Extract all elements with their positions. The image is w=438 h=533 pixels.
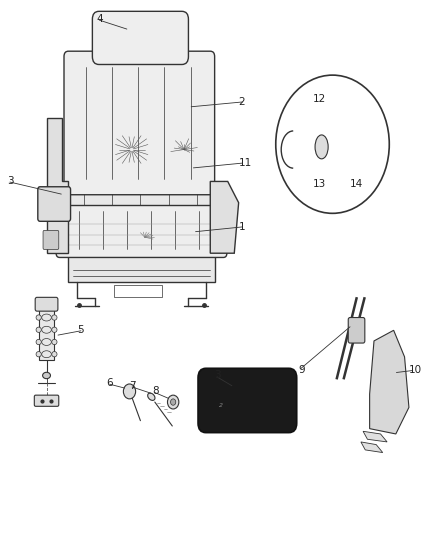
Ellipse shape bbox=[36, 327, 41, 333]
Ellipse shape bbox=[36, 340, 41, 345]
Text: 10: 10 bbox=[409, 365, 422, 375]
Polygon shape bbox=[370, 330, 409, 434]
Text: 12: 12 bbox=[313, 94, 326, 104]
Text: 1: 1 bbox=[239, 222, 245, 232]
Text: 13: 13 bbox=[313, 179, 326, 189]
Ellipse shape bbox=[36, 352, 41, 357]
FancyBboxPatch shape bbox=[64, 51, 215, 195]
Polygon shape bbox=[46, 118, 68, 253]
Text: 14: 14 bbox=[350, 179, 363, 189]
Polygon shape bbox=[339, 131, 376, 160]
Polygon shape bbox=[66, 189, 217, 205]
Polygon shape bbox=[39, 309, 54, 360]
Text: 5: 5 bbox=[77, 325, 84, 335]
FancyBboxPatch shape bbox=[348, 318, 365, 343]
Polygon shape bbox=[363, 431, 387, 442]
Text: 2: 2 bbox=[219, 403, 223, 408]
Polygon shape bbox=[210, 181, 239, 253]
FancyBboxPatch shape bbox=[198, 368, 297, 433]
Ellipse shape bbox=[42, 372, 50, 378]
Ellipse shape bbox=[315, 135, 328, 159]
FancyBboxPatch shape bbox=[38, 187, 71, 221]
Polygon shape bbox=[55, 205, 228, 253]
Text: 6: 6 bbox=[107, 378, 113, 389]
Text: 11: 11 bbox=[239, 158, 252, 168]
Text: 9: 9 bbox=[299, 365, 305, 375]
Text: 3: 3 bbox=[7, 176, 14, 187]
FancyBboxPatch shape bbox=[34, 395, 59, 406]
Circle shape bbox=[170, 399, 176, 405]
Ellipse shape bbox=[148, 393, 155, 400]
Circle shape bbox=[167, 395, 179, 409]
FancyBboxPatch shape bbox=[92, 11, 188, 64]
Text: 3: 3 bbox=[215, 370, 221, 381]
Polygon shape bbox=[114, 285, 162, 297]
Polygon shape bbox=[361, 442, 383, 453]
Text: 4: 4 bbox=[97, 14, 103, 25]
FancyBboxPatch shape bbox=[56, 201, 227, 257]
Text: 2: 2 bbox=[239, 96, 245, 107]
Ellipse shape bbox=[52, 340, 57, 345]
Ellipse shape bbox=[52, 327, 57, 333]
Polygon shape bbox=[68, 253, 215, 282]
Circle shape bbox=[124, 384, 136, 399]
Ellipse shape bbox=[36, 315, 41, 320]
FancyBboxPatch shape bbox=[43, 230, 59, 249]
Text: 8: 8 bbox=[152, 386, 159, 397]
Circle shape bbox=[276, 75, 389, 213]
Text: 7: 7 bbox=[129, 381, 136, 391]
FancyBboxPatch shape bbox=[35, 297, 58, 311]
Ellipse shape bbox=[52, 352, 57, 357]
Ellipse shape bbox=[52, 315, 57, 320]
